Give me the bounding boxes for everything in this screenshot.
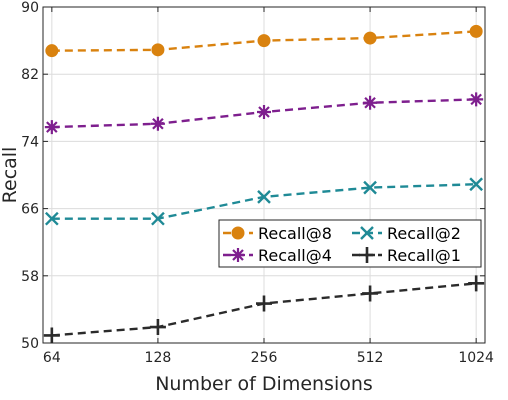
x-tick-label: 512 (357, 350, 384, 366)
data-point (363, 180, 377, 195)
data-point (468, 275, 485, 292)
series-recall-at-4 (44, 92, 484, 135)
legend-item: Recall@1 (352, 246, 461, 265)
data-point (151, 211, 165, 226)
legend-marker (231, 226, 245, 240)
data-point (469, 92, 484, 107)
legend-item: Recall@2 (352, 224, 461, 243)
legend-marker (360, 226, 374, 240)
legend-item: Recall@8 (223, 224, 332, 243)
x-axis-label: Number of Dimensions (155, 373, 373, 395)
data-point (45, 44, 59, 58)
series-recall-at-2 (44, 177, 484, 226)
x-tick-label: 128 (145, 350, 172, 366)
data-point (151, 43, 165, 57)
series-recall-at-8 (45, 24, 483, 58)
legend-box (218, 219, 482, 268)
series-layer (43, 24, 485, 344)
data-point (469, 24, 483, 38)
y-axis-label: Recall (0, 147, 21, 204)
data-point (469, 177, 484, 192)
legend-label: Recall@2 (387, 224, 461, 243)
data-point (363, 95, 378, 110)
y-tick-label: 90 (21, 0, 39, 16)
legend-marker (231, 248, 245, 262)
legend-label: Recall@4 (258, 246, 332, 265)
data-point (257, 34, 271, 48)
legend-marker (359, 247, 375, 263)
legend-label: Recall@1 (387, 246, 461, 265)
y-tick-label: 74 (21, 134, 39, 150)
legend-label: Recall@8 (258, 224, 332, 243)
y-tick-label: 66 (21, 202, 39, 218)
data-point (44, 211, 59, 226)
data-point (257, 189, 271, 204)
x-tick-label: 1024 (458, 350, 494, 366)
legend-item: Recall@4 (223, 246, 332, 265)
x-tick-label: 64 (43, 350, 61, 366)
legend: Recall@8 Recall@2 Recall@4 Recall@1 (218, 219, 482, 268)
data-point (44, 120, 59, 135)
x-tick-label: 256 (251, 350, 278, 366)
data-point (363, 31, 377, 45)
grid-layer (43, 6, 485, 344)
data-point (150, 116, 165, 131)
y-tick-label: 58 (21, 269, 39, 285)
series-recall-at-1 (43, 275, 485, 344)
data-point (362, 285, 379, 302)
data-point (149, 319, 166, 336)
data-point (257, 105, 271, 119)
tick-layer: 64 128 256 512 1024 50 58 66 74 82 90 (21, 0, 494, 366)
y-tick-label: 50 (21, 336, 39, 352)
y-tick-label: 82 (21, 67, 39, 83)
data-point (256, 295, 272, 312)
